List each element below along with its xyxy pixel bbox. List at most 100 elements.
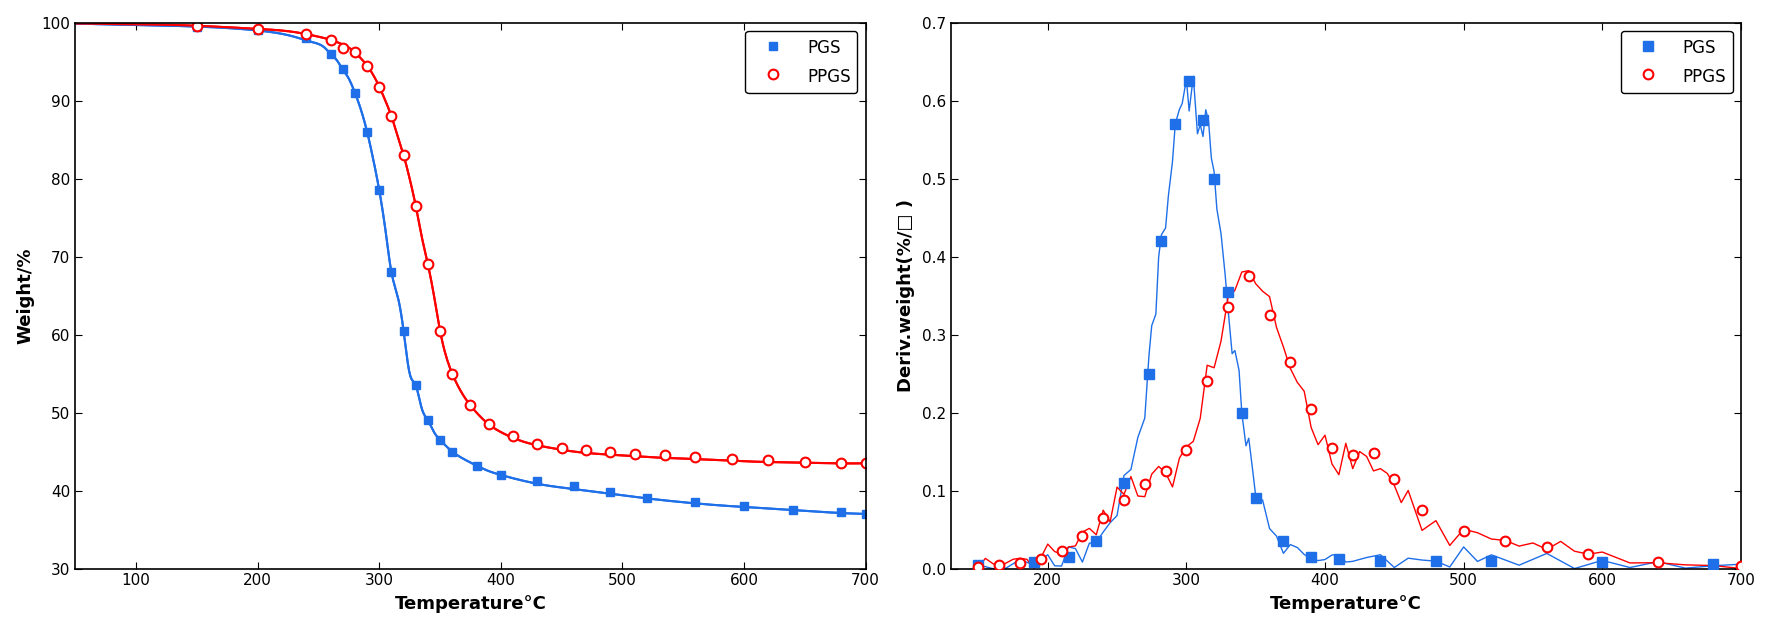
PGS [381, 268, 402, 276]
PPGS [576, 446, 597, 454]
PPGS [721, 455, 742, 462]
PGS [1301, 553, 1322, 561]
PPGS [331, 44, 353, 52]
X-axis label: Temperature°C: Temperature°C [1271, 595, 1421, 614]
PPGS [1322, 444, 1343, 452]
PPGS [501, 432, 523, 440]
PPGS [526, 440, 548, 447]
PPGS [654, 452, 675, 459]
PGS [1329, 556, 1350, 563]
PGS [1178, 77, 1200, 85]
PGS [563, 482, 585, 490]
PPGS [1072, 532, 1093, 539]
PGS [1246, 495, 1267, 502]
PPGS [1258, 311, 1279, 319]
Y-axis label: Deriv.weight(%/□ ): Deriv.weight(%/□ ) [897, 199, 914, 392]
Y-axis label: Weight/%: Weight/% [16, 248, 35, 344]
PPGS [1301, 405, 1322, 413]
PPGS [459, 401, 480, 408]
PGS [1591, 559, 1613, 566]
PGS [344, 89, 365, 96]
PGS [1086, 537, 1108, 545]
Legend: PGS, PPGS: PGS, PPGS [1621, 31, 1733, 93]
PGS [441, 448, 462, 455]
PPGS [246, 25, 268, 33]
PPGS [854, 459, 875, 467]
Line: PPGS: PPGS [191, 21, 870, 468]
PGS [1138, 370, 1159, 377]
PPGS [369, 83, 390, 90]
PPGS [1363, 449, 1384, 457]
PGS [369, 186, 390, 194]
PGS [1272, 537, 1294, 545]
PGS [466, 462, 487, 469]
PPGS [1536, 543, 1558, 551]
PPGS [1217, 304, 1239, 311]
PPGS [393, 151, 415, 159]
PPGS [1177, 446, 1198, 454]
PGS [393, 327, 415, 335]
PGS [968, 561, 989, 568]
PPGS [416, 261, 438, 268]
PGS [734, 502, 755, 510]
PPGS [478, 420, 500, 428]
PPGS [624, 450, 645, 457]
PGS [1058, 553, 1079, 561]
PGS [854, 510, 875, 518]
PPGS [968, 563, 989, 571]
PGS [356, 128, 377, 135]
PPGS [1051, 547, 1072, 555]
PGS [246, 26, 268, 34]
PPGS [599, 449, 620, 456]
PPGS [551, 444, 572, 452]
PGS [599, 488, 620, 496]
PGS [429, 436, 450, 444]
PPGS [1412, 507, 1434, 514]
Legend: PGS, PPGS: PGS, PPGS [746, 31, 858, 93]
PGS [491, 471, 512, 479]
PGS [831, 508, 852, 516]
PGS [1022, 558, 1044, 565]
Line: PGS: PGS [973, 76, 1719, 570]
PPGS [1134, 481, 1155, 488]
PPGS [429, 327, 450, 335]
PGS [1481, 557, 1503, 564]
Line: PGS: PGS [193, 23, 870, 518]
PPGS [1577, 551, 1598, 558]
PPGS [296, 31, 317, 38]
PPGS [684, 453, 705, 461]
PPGS [186, 22, 207, 30]
PPGS [1494, 537, 1515, 545]
PPGS [989, 561, 1010, 569]
PPGS [1010, 559, 1031, 567]
PPGS [1453, 527, 1474, 535]
PPGS [1384, 475, 1405, 483]
PGS [1370, 557, 1391, 564]
PPGS [1239, 272, 1260, 280]
PPGS [1030, 556, 1051, 563]
PGS [296, 35, 317, 42]
PPGS [1113, 496, 1134, 504]
PGS [781, 507, 803, 514]
PGS [526, 478, 548, 485]
PPGS [406, 202, 427, 210]
PGS [1113, 479, 1134, 486]
PPGS [794, 458, 815, 466]
PGS [1425, 557, 1446, 564]
PPGS [1648, 558, 1669, 565]
PPGS [1093, 514, 1115, 522]
PPGS [381, 113, 402, 120]
PPGS [1155, 467, 1177, 475]
PGS [416, 416, 438, 424]
PGS [1193, 117, 1214, 124]
PGS [636, 495, 657, 502]
PPGS [356, 62, 377, 69]
PPGS [1341, 452, 1363, 459]
PGS [1164, 120, 1185, 128]
PGS [406, 382, 427, 389]
PPGS [831, 459, 852, 467]
PGS [321, 50, 342, 57]
PPGS [758, 456, 780, 464]
X-axis label: Temperature°C: Temperature°C [395, 595, 546, 614]
PPGS [321, 36, 342, 43]
